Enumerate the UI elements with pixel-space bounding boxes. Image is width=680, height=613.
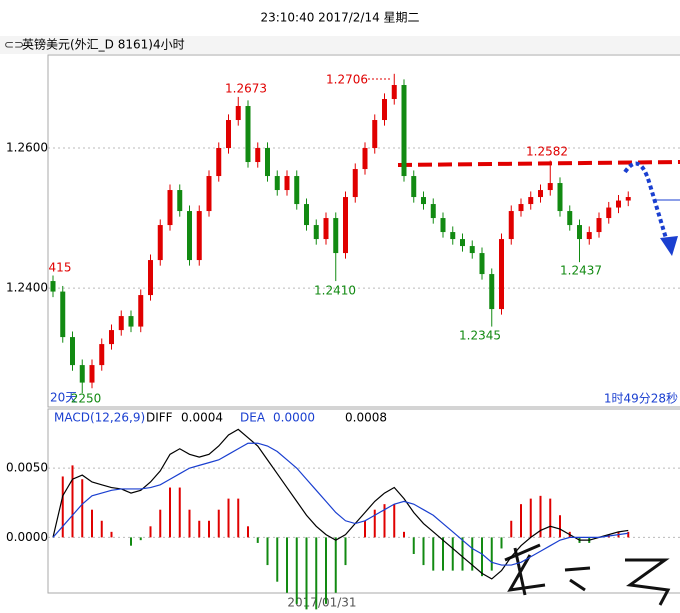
candle-body bbox=[196, 211, 202, 261]
price-annotation: 1.2345 bbox=[459, 329, 501, 343]
candle-body bbox=[421, 197, 426, 205]
candle-body bbox=[430, 204, 436, 219]
candle-body bbox=[596, 218, 602, 233]
candle-body bbox=[508, 211, 514, 240]
price-annotation: 1.2437 bbox=[560, 264, 602, 278]
candle-body bbox=[528, 197, 534, 205]
candle-body bbox=[382, 99, 387, 121]
candle-body bbox=[401, 85, 407, 177]
arrow-head bbox=[660, 236, 678, 256]
candle-body bbox=[547, 183, 553, 191]
candle-body bbox=[89, 365, 95, 383]
candle-body bbox=[148, 260, 153, 296]
price-annotation: 415 bbox=[49, 261, 72, 275]
y-tick-label: 0.0000 bbox=[6, 530, 48, 544]
diff-value: 0.0004 bbox=[181, 411, 223, 425]
candle-body bbox=[577, 225, 582, 240]
dea-label: DEA bbox=[240, 411, 266, 425]
signature bbox=[504, 543, 671, 606]
y-tick-label: 0.0050 bbox=[6, 461, 48, 475]
candle-body bbox=[313, 225, 319, 240]
link-icon: ⊂⊃ bbox=[4, 38, 24, 52]
price-annotation: 1.2582 bbox=[526, 145, 568, 159]
diff-line bbox=[52, 428, 629, 580]
macd-label: MACD(12,26,9) bbox=[54, 411, 145, 425]
y-tick-label: 1.2400 bbox=[6, 281, 48, 295]
candle-body bbox=[109, 330, 114, 345]
macd-panel bbox=[47, 408, 680, 594]
candle-body bbox=[50, 281, 56, 292]
candle-body bbox=[333, 218, 339, 254]
y-tick-label: 1.2600 bbox=[6, 141, 48, 155]
candle-body bbox=[489, 274, 495, 310]
price-annotation: 1.2673 bbox=[225, 82, 267, 96]
candle-body bbox=[538, 190, 543, 198]
candle-body bbox=[391, 85, 397, 100]
macd-value: 0.0008 bbox=[345, 411, 387, 425]
x-label: 2017/01/31 bbox=[287, 596, 356, 610]
candle-body bbox=[216, 148, 222, 177]
candle-body bbox=[274, 176, 280, 191]
candle-body bbox=[255, 148, 261, 163]
candle-body bbox=[460, 239, 465, 247]
candle-body bbox=[616, 200, 621, 208]
candle-body bbox=[245, 106, 251, 163]
chart-title: 23:10:40 2017/2/14 星期二 bbox=[260, 11, 419, 25]
candle-body bbox=[60, 291, 66, 338]
timer-label: 1时49分28秒 bbox=[604, 392, 678, 406]
candle-body bbox=[469, 246, 475, 254]
diff-label: DIFF bbox=[146, 411, 173, 425]
candle-body bbox=[557, 183, 563, 212]
candle-body bbox=[304, 204, 309, 226]
candle-body bbox=[352, 169, 358, 198]
candle-body bbox=[167, 190, 173, 226]
dea-line bbox=[52, 442, 629, 566]
candle-body bbox=[625, 197, 631, 201]
candle-body bbox=[411, 176, 417, 198]
candle-body bbox=[606, 207, 612, 219]
candle-body bbox=[118, 316, 124, 331]
price-annotation: 2250 bbox=[71, 392, 102, 406]
candle-body bbox=[157, 225, 163, 261]
candle-body bbox=[586, 232, 592, 240]
candle-body bbox=[284, 176, 290, 191]
candle-body bbox=[177, 190, 183, 212]
candle-body bbox=[294, 176, 300, 205]
candle-body bbox=[372, 120, 378, 149]
dea-value: 0.0000 bbox=[273, 411, 315, 425]
candle-body bbox=[323, 218, 329, 240]
price-annotation: 1.2410 bbox=[314, 284, 356, 298]
candle-body bbox=[499, 239, 504, 310]
candle-body bbox=[79, 365, 85, 383]
candle-body bbox=[70, 337, 75, 366]
candle-body bbox=[440, 218, 446, 233]
instrument-label: 英镑美元(外汇_D 8161)4小时 bbox=[22, 37, 185, 52]
price-panel bbox=[47, 54, 680, 408]
candle-body bbox=[99, 344, 105, 366]
price-annotation: 1.2706 bbox=[326, 73, 368, 87]
candle-body bbox=[518, 204, 524, 212]
candle-body bbox=[128, 316, 134, 327]
candle-body bbox=[226, 120, 231, 149]
candle-body bbox=[206, 176, 212, 212]
candle-body bbox=[479, 253, 485, 275]
candle-body bbox=[343, 197, 348, 254]
candle-body bbox=[362, 148, 368, 170]
candle-body bbox=[265, 148, 270, 177]
period-label: 20天 bbox=[50, 391, 77, 405]
resistance-line bbox=[397, 160, 680, 167]
candle-body bbox=[235, 106, 241, 121]
candle-body bbox=[567, 211, 573, 226]
candle-body bbox=[450, 232, 456, 240]
candle-body bbox=[138, 295, 144, 327]
toolbar bbox=[0, 36, 680, 54]
candle-body bbox=[187, 211, 192, 261]
